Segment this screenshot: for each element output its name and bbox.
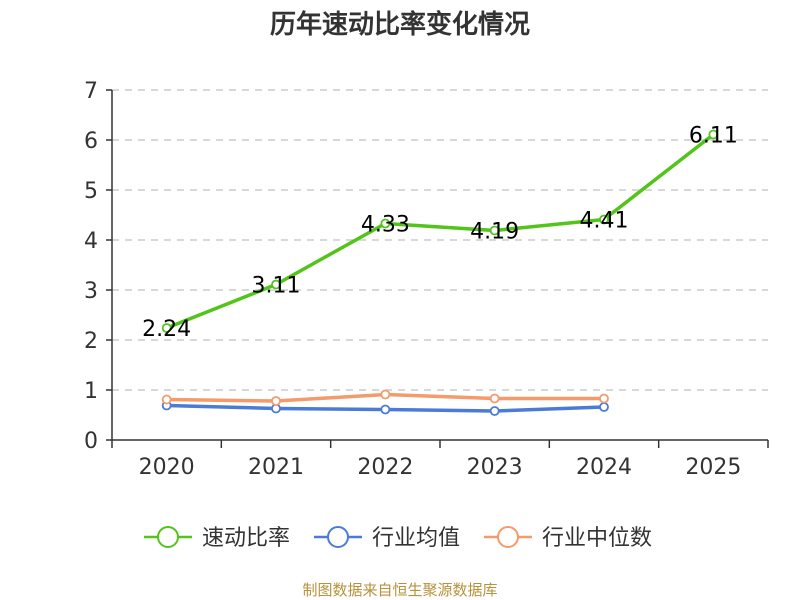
data-point	[599, 402, 609, 412]
data-label: 4.41	[580, 209, 629, 234]
data-point	[599, 393, 609, 404]
y-tick-label: 0	[84, 429, 98, 454]
x-tick-label: 2024	[576, 455, 632, 480]
x-tick-label: 2023	[467, 455, 523, 480]
y-tick-label: 1	[84, 379, 98, 404]
legend: 速动比率 行业均值 行业中位数	[144, 526, 652, 551]
data-label: 4.33	[361, 213, 410, 238]
data-point	[380, 404, 391, 415]
data-label: 4.19	[470, 220, 519, 245]
data-label: 3.11	[252, 274, 301, 299]
data-point	[380, 389, 391, 400]
data-point	[161, 394, 172, 405]
series-group: 2.24 3.11 4.33 4.19 4.41 6.11	[142, 124, 738, 416]
source-note: 制图数据来自恒生聚源数据库	[302, 581, 497, 599]
data-point	[271, 279, 281, 290]
gridlines	[112, 89, 768, 391]
x-tick-label: 2025	[685, 455, 741, 480]
x-tick-label: 2021	[248, 455, 304, 480]
legend-marker	[157, 526, 179, 548]
data-point	[489, 406, 500, 416]
data-point	[489, 393, 500, 404]
data-point	[708, 129, 719, 140]
data-point	[271, 396, 281, 406]
y-tick-label: 7	[84, 79, 98, 104]
chart-title: 历年速动比率变化情况	[270, 9, 530, 40]
data-point	[161, 323, 172, 333]
y-tick-label: 4	[84, 229, 98, 254]
y-tick-label: 5	[84, 179, 98, 204]
x-tick-label: 2022	[357, 455, 413, 480]
y-tick-label: 6	[84, 129, 98, 154]
series-line	[164, 132, 716, 330]
legend-label: 行业中位数	[542, 526, 652, 551]
axes: 0 1 2 3 4 5 6 7 2020 2021 2022 2023 2024 2025	[84, 79, 769, 480]
data-point	[599, 214, 609, 225]
data-label: 2.24	[142, 317, 191, 342]
y-tick-label: 3	[84, 279, 98, 304]
y-tick-label: 2	[84, 329, 98, 354]
x-tick-label: 2020	[139, 455, 195, 480]
data-point	[380, 218, 391, 229]
legend-label: 行业均值	[372, 526, 460, 551]
data-label: 6.11	[689, 124, 738, 149]
legend-marker	[497, 526, 519, 548]
data-point	[489, 225, 500, 236]
legend-marker	[327, 526, 349, 548]
legend-label: 速动比率	[202, 526, 290, 551]
